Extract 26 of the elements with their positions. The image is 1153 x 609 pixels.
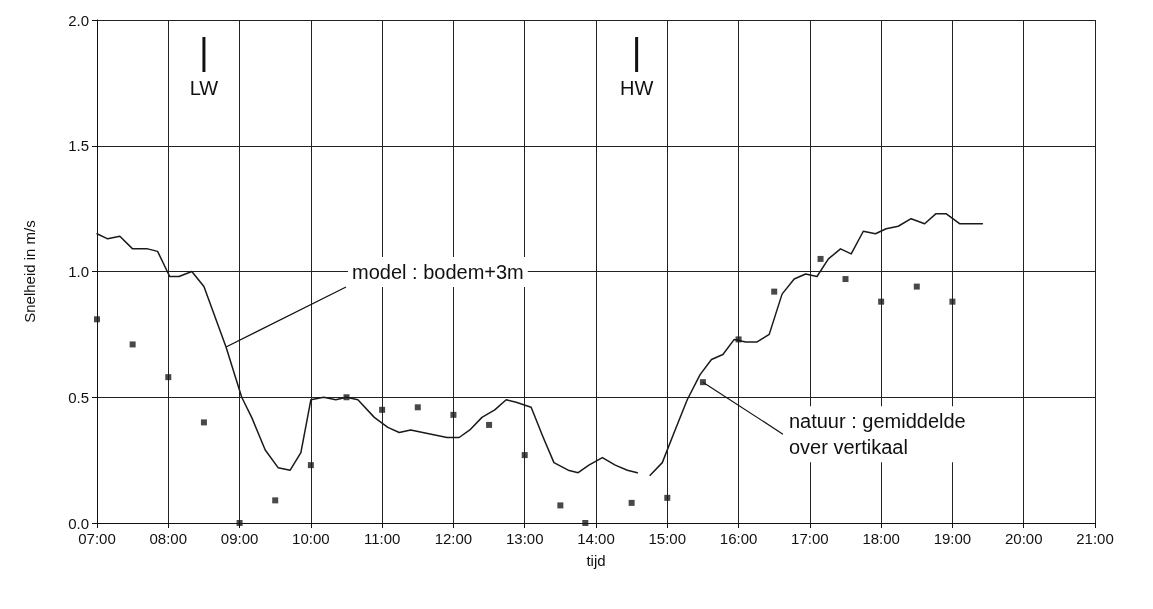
x-tick-label: 08:00	[149, 530, 188, 547]
y-axis-title: Snelheid in m/s	[21, 220, 38, 323]
annotation: natuur : gemiddelde over vertikaal	[788, 410, 966, 459]
y-tick-label: 2.0	[68, 11, 89, 29]
x-tick-label: 17:00	[791, 530, 829, 547]
x-axis-title: tijd	[586, 552, 606, 569]
x-tick-label: 18:00	[862, 530, 900, 547]
x-tick-label: 19:00	[933, 530, 972, 547]
annotation: HW	[619, 77, 654, 99]
y-tick-label: 0.0	[68, 514, 89, 532]
x-tick-label: 14:00	[577, 530, 615, 547]
y-tick-label: 1.5	[68, 137, 89, 155]
x-tick-label: 20:00	[1004, 530, 1043, 547]
x-tick-label: 10:00	[292, 530, 330, 547]
x-tick-label: 09:00	[220, 530, 259, 547]
x-tick-label: 16:00	[719, 530, 758, 547]
x-tick-label: 07:00	[78, 530, 116, 547]
x-tick-label: 15:00	[648, 530, 687, 547]
annotation: model : bodem+3m	[352, 260, 524, 283]
y-tick-label: 0.5	[68, 388, 89, 406]
annotation: LW	[189, 77, 219, 99]
x-tick-label: 21:00	[1076, 530, 1114, 547]
x-tick-label: 12:00	[434, 530, 473, 547]
x-tick-label: 13:00	[505, 530, 544, 547]
y-tick-label: 1.0	[68, 263, 89, 280]
x-tick-label: 11:00	[363, 530, 401, 547]
